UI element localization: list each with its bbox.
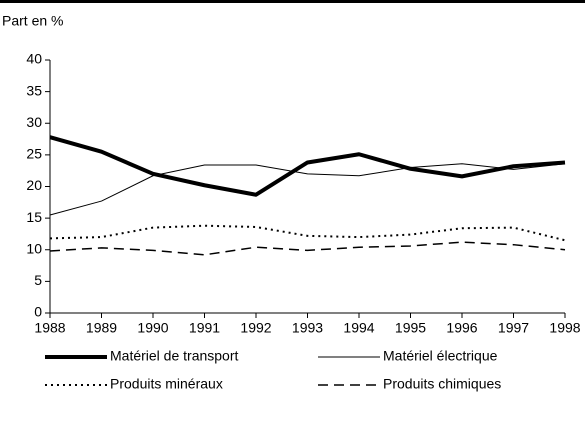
x-tick-label: 1991 xyxy=(189,320,220,336)
x-tick-label: 1989 xyxy=(86,320,117,336)
x-tick-label: 1995 xyxy=(395,320,426,336)
y-tick-label: 40 xyxy=(26,51,42,67)
y-tick-label: 25 xyxy=(26,146,42,162)
y-axis-label: Part en % xyxy=(2,13,63,29)
legend-label: Produits minéraux xyxy=(110,376,223,392)
top-rule xyxy=(0,0,585,3)
x-tick-label: 1998 xyxy=(549,320,580,336)
legend-label: Produits chimiques xyxy=(383,376,501,392)
legend-label: Matériel électrique xyxy=(383,348,498,364)
x-tick-label: 1990 xyxy=(137,320,168,336)
series-line xyxy=(49,163,566,216)
x-tick-label: 1994 xyxy=(343,320,374,336)
y-tick-label: 5 xyxy=(34,272,42,288)
y-tick-label: 0 xyxy=(34,304,42,320)
x-tick-label: 1996 xyxy=(446,320,477,336)
x-tick-label: 1997 xyxy=(498,320,529,336)
y-tick-label: 15 xyxy=(26,209,42,225)
x-tick-label: 1992 xyxy=(240,320,271,336)
legend-label: Matériel de transport xyxy=(110,348,239,364)
y-tick-label: 20 xyxy=(26,177,42,193)
x-tick-label: 1993 xyxy=(292,320,323,336)
y-tick-label: 30 xyxy=(26,114,42,130)
y-tick-label: 35 xyxy=(26,82,42,98)
x-tick-label: 1988 xyxy=(34,320,65,336)
series-line xyxy=(49,224,566,242)
series-line xyxy=(49,135,566,197)
y-tick-label: 10 xyxy=(26,240,42,256)
series-line xyxy=(49,241,566,256)
